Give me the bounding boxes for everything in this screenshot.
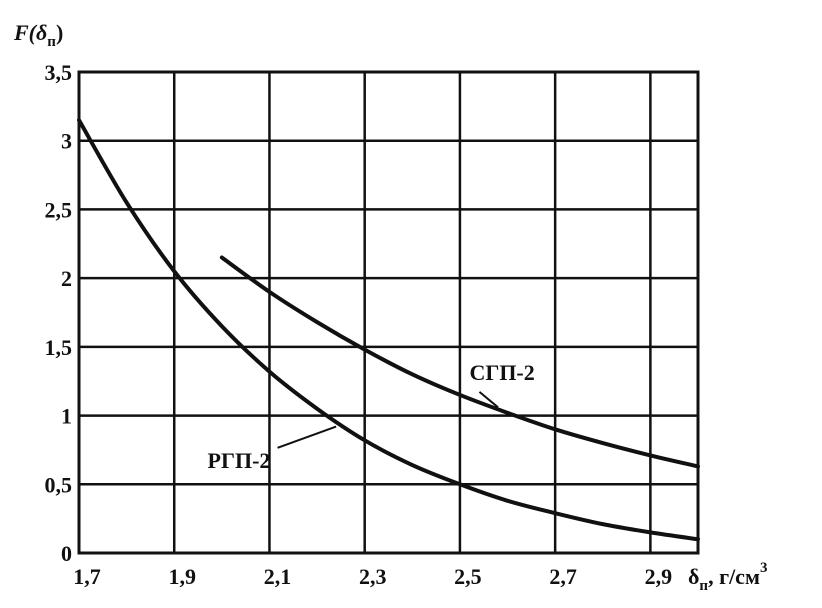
y-tick-label: 1 — [61, 404, 72, 429]
x-tick-label: 2,3 — [359, 564, 387, 589]
y-tick-label: 0 — [61, 541, 72, 566]
x-axis-label: δп, г/см3 — [688, 560, 767, 594]
x-tick-label: 1,9 — [168, 564, 196, 589]
x-tick-label: 2,1 — [264, 564, 292, 589]
grid-lines — [77, 70, 698, 555]
series-line-sgp-2 — [219, 255, 700, 469]
x-tick-label: 2,9 — [645, 564, 673, 589]
annotation-leader-line — [478, 391, 499, 409]
tick-labels: 1,7 1,9 2,1 2,3 2,5 2,7 2,9 0 0,5 1 1,5 2 2,5 3 3,5 — [45, 60, 673, 589]
y-tick-label: 2,5 — [45, 197, 73, 222]
y-tick-label: 1,5 — [45, 335, 73, 360]
x-tick-label: 2,5 — [454, 564, 482, 589]
x-tick-label: 2,7 — [549, 564, 577, 589]
y-tick-label: 3 — [61, 129, 72, 154]
y-tick-label: 3,5 — [45, 60, 73, 85]
series-label-sgp-2: СГП-2 — [469, 360, 534, 385]
y-tick-label: 2 — [61, 266, 72, 291]
series-curves — [77, 118, 700, 542]
y-axis-label: F(δп) — [13, 20, 63, 50]
x-tick-label: 1,7 — [73, 564, 101, 589]
annotation-leader-line — [277, 425, 337, 449]
series-annotations: СГП-2 РГП-2 — [208, 360, 535, 473]
series-line-rgp-2 — [77, 118, 700, 542]
y-tick-label: 0,5 — [45, 472, 73, 497]
plot-frame — [77, 70, 700, 555]
series-label-rgp-2: РГП-2 — [208, 448, 271, 473]
